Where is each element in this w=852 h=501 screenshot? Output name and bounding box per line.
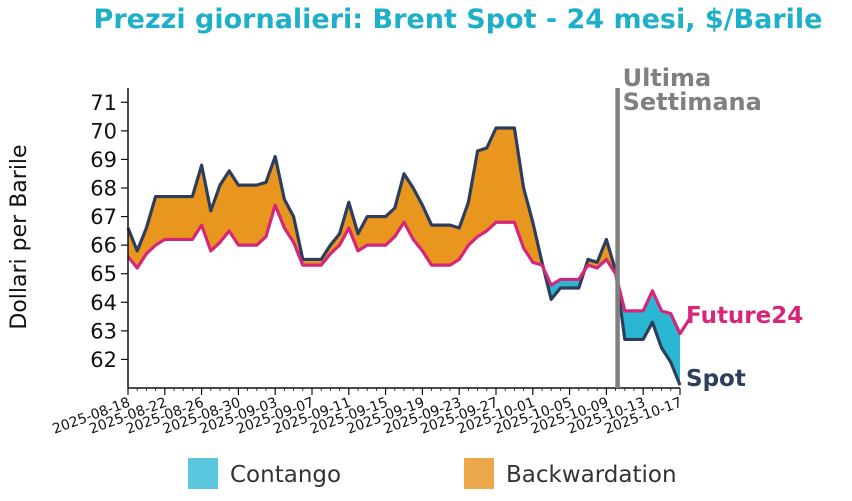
y-tick-label: 63	[90, 319, 117, 343]
y-tick-label: 69	[90, 148, 117, 172]
y-tick-label: 67	[90, 205, 117, 229]
contango-area	[616, 277, 680, 386]
series-line-spot	[126, 126, 682, 386]
y-axis-label: Dollari per Barile	[7, 144, 32, 329]
label-spot: Spot	[686, 366, 746, 392]
y-tick-label: 64	[90, 291, 117, 315]
y-tick-label: 66	[90, 234, 117, 258]
y-tick-label: 62	[90, 348, 117, 372]
fill-areas	[128, 128, 680, 386]
series-line-future24	[126, 203, 691, 336]
legend-label-contango: Contango	[230, 462, 341, 488]
y-tick-label: 70	[90, 119, 117, 143]
marker-label-line2: Settimana	[623, 88, 762, 116]
y-tick-label: 71	[90, 91, 117, 115]
series-lines	[126, 126, 691, 386]
legend-swatch-contango	[188, 458, 218, 489]
y-tick-label: 65	[90, 262, 117, 286]
legend: Contango Backwardation	[188, 458, 677, 489]
series-end-labels: Future24 Spot	[686, 303, 803, 392]
y-tick-label: 68	[90, 177, 117, 201]
contango-area	[543, 268, 585, 300]
legend-swatch-backwardation	[464, 458, 494, 489]
label-future24: Future24	[686, 303, 803, 329]
marker-label-line1: Ultima	[623, 64, 712, 92]
chart-title: Prezzi giornalieri: Brent Spot - 24 mesi…	[94, 4, 823, 35]
legend-label-backwardation: Backwardation	[506, 462, 677, 488]
